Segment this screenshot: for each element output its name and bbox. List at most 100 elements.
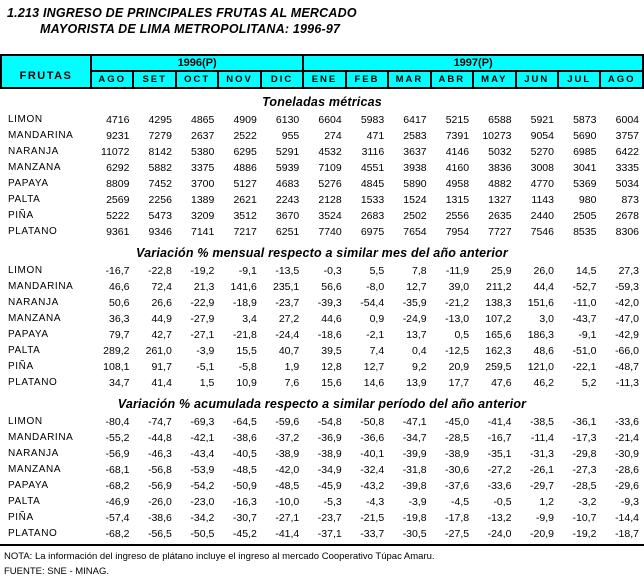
value-cell: 3335	[615, 162, 639, 174]
value-cell: -68,1	[105, 464, 130, 476]
value-cell: -50,8	[360, 416, 385, 428]
table-row-platano: PLATANO 9361 9346 7141 7217 6251 7740 6975 7654 7…	[1, 224, 643, 240]
fruit-name-cell: PALTA	[8, 496, 41, 507]
value-cell: 5034	[615, 178, 639, 190]
value-cell: 7391	[445, 130, 470, 142]
value-cell: 7954	[445, 226, 470, 238]
value-cell: 46,6	[109, 281, 130, 293]
value-cell: -11,3	[615, 377, 639, 389]
month-header-0-ago: AGO	[89, 70, 135, 89]
value-cell: 13,9	[406, 377, 427, 389]
value-cell: 186,3	[527, 329, 554, 341]
value-cell: -29,8	[572, 448, 597, 460]
fruit-name-cell: PLATANO	[8, 528, 58, 539]
value-cell: -16,3	[232, 496, 257, 508]
value-cell: 5939	[275, 162, 300, 174]
value-cell: 7,6	[284, 377, 300, 389]
value-cell: 46,2	[533, 377, 554, 389]
table-row-limon: LIMON -80,4 -74,7 -69,3 -64,5 -59,6 -54,8 -50,8…	[1, 414, 643, 430]
value-cell: -14,4	[615, 512, 639, 524]
value-cell: -5,3	[323, 496, 342, 508]
value-cell: 26,0	[533, 265, 554, 277]
table-row-naranja: NARANJA 11072 8142 5380 6295 5291 4532 3116 3637…	[1, 144, 643, 160]
value-cell: -47,1	[402, 416, 427, 428]
fruit-name-cell: LIMON	[8, 265, 43, 276]
value-cell: -11,9	[445, 265, 470, 277]
value-cell: -22,9	[190, 297, 215, 309]
value-cell: -19,2	[190, 265, 215, 277]
value-cell: 274	[324, 130, 342, 142]
value-cell: 50,6	[109, 297, 130, 309]
section-heading: Variación % mensual respecto a similar m…	[136, 246, 508, 260]
value-cell: -46,9	[105, 496, 130, 508]
value-cell: 9231	[106, 130, 130, 142]
value-cell: -30,5	[402, 528, 427, 540]
fruit-name-cell: MANZANA	[8, 162, 62, 173]
value-cell: -12,5	[445, 345, 470, 357]
value-cell: 39,0	[448, 281, 470, 293]
month-header-7-mar: MAR	[387, 70, 432, 89]
value-cell: -45,0	[445, 416, 470, 428]
value-cell: 261,0	[145, 345, 172, 357]
value-cell: 5690	[573, 130, 597, 142]
value-cell: 21,3	[193, 281, 215, 293]
value-cell: 44,6	[321, 313, 342, 325]
section-heading-row: Toneladas métricas	[1, 88, 643, 112]
month-header-1-set: SET	[132, 70, 177, 89]
value-cell: 121,0	[527, 361, 554, 373]
value-cell: -38,6	[232, 432, 257, 444]
value-cell: -37,2	[275, 432, 300, 444]
value-cell: 5873	[573, 114, 597, 126]
value-cell: 91,7	[151, 361, 172, 373]
value-cell: 5276	[318, 178, 342, 190]
title-line-1: 1.213 INGRESO DE PRINCIPALES FRUTAS AL M…	[7, 6, 357, 20]
value-cell: -37,6	[445, 480, 470, 492]
value-cell: -48,5	[275, 480, 300, 492]
value-cell: -8,0	[366, 281, 385, 293]
value-cell: 3700	[191, 178, 215, 190]
value-cell: -55,2	[105, 432, 130, 444]
value-cell: 4845	[360, 178, 385, 190]
fruit-name-cell: MANDARINA	[8, 130, 74, 141]
value-cell: -18,7	[615, 528, 639, 540]
value-cell: -56,8	[147, 464, 172, 476]
fruit-name-cell: MANDARINA	[8, 281, 74, 292]
value-cell: 873	[621, 194, 639, 206]
value-cell: -0,3	[323, 265, 342, 277]
value-cell: -27,5	[445, 528, 470, 540]
value-cell: -20,9	[530, 528, 554, 540]
value-cell: 7279	[148, 130, 172, 142]
value-cell: 108,1	[103, 361, 130, 373]
value-cell: -31,8	[402, 464, 427, 476]
table-row-pina: PIÑA 5222 5473 3209 3512 3670 3524 2683 2502 2556…	[1, 208, 643, 224]
table-row-mandarina: MANDARINA -55,2 -44,8 -42,1 -38,6 -37,2 -36,9 -…	[1, 430, 643, 446]
value-cell: -34,9	[317, 464, 342, 476]
value-cell: 3524	[318, 210, 342, 222]
value-cell: 2505	[573, 210, 597, 222]
fruit-name-cell: PAPAYA	[8, 480, 49, 491]
value-cell: 5127	[233, 178, 257, 190]
value-cell: -34,2	[190, 512, 215, 524]
fruit-name-cell: PIÑA	[8, 512, 34, 523]
value-cell: -35,9	[402, 297, 427, 309]
value-cell: 5380	[191, 146, 215, 158]
value-cell: 3670	[275, 210, 300, 222]
column-header-frutas: FRUTAS	[0, 54, 92, 89]
value-cell: 3008	[530, 162, 554, 174]
value-cell: 8809	[106, 178, 130, 190]
value-cell: 8535	[573, 226, 597, 238]
value-cell: 40,7	[278, 345, 300, 357]
value-cell: -45,9	[317, 480, 342, 492]
value-cell: 2678	[615, 210, 639, 222]
value-cell: -19,8	[402, 512, 427, 524]
value-cell: 41,4	[151, 377, 172, 389]
value-cell: 5,2	[581, 377, 597, 389]
value-cell: 2440	[530, 210, 554, 222]
table-row-palta: PALTA 289,2 261,0 -3,9 15,5 40,7 39,5 7,4 0,4 -12…	[1, 343, 643, 359]
value-cell: -2,1	[366, 329, 385, 341]
value-cell: -50,5	[190, 528, 215, 540]
fruits-table: FRUTAS 1996(P) 1997(P) AGO SET OCT NOV DIC EN…	[0, 54, 644, 542]
value-cell: 4532	[318, 146, 342, 158]
value-cell: -56,9	[105, 448, 130, 460]
table-row-palta: PALTA -46,9 -26,0 -23,0 -16,3 -10,0 -5,3 -4,3 -3…	[1, 494, 643, 510]
